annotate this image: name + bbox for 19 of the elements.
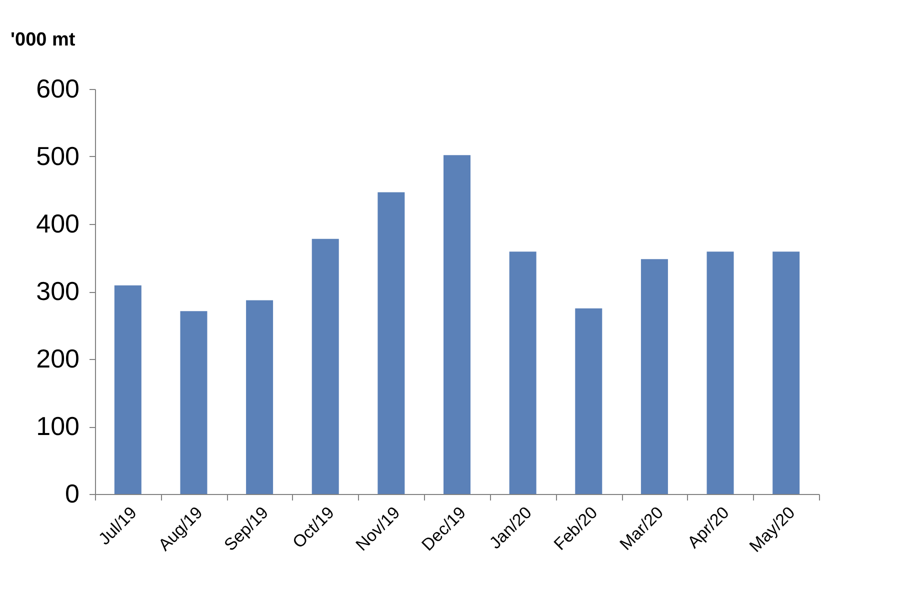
y-tick-label: 600 [36,74,80,104]
y-tick-label: 500 [36,141,80,171]
bar [114,285,142,494]
y-axis-title: '000 mt [10,30,76,50]
bar [378,192,405,494]
y-tick-label: 200 [36,344,80,374]
bar [444,155,470,494]
bar [575,308,602,494]
y-tick-label: 300 [36,276,80,306]
bar [509,252,536,494]
bar [706,252,734,494]
bar [180,311,208,494]
bar [246,300,274,494]
y-tick-label: 0 [65,478,80,508]
bar [312,238,339,494]
bar [772,252,800,494]
y-tick-label: 400 [36,208,80,238]
y-tick-label: 100 [36,411,80,441]
bar [640,259,668,494]
